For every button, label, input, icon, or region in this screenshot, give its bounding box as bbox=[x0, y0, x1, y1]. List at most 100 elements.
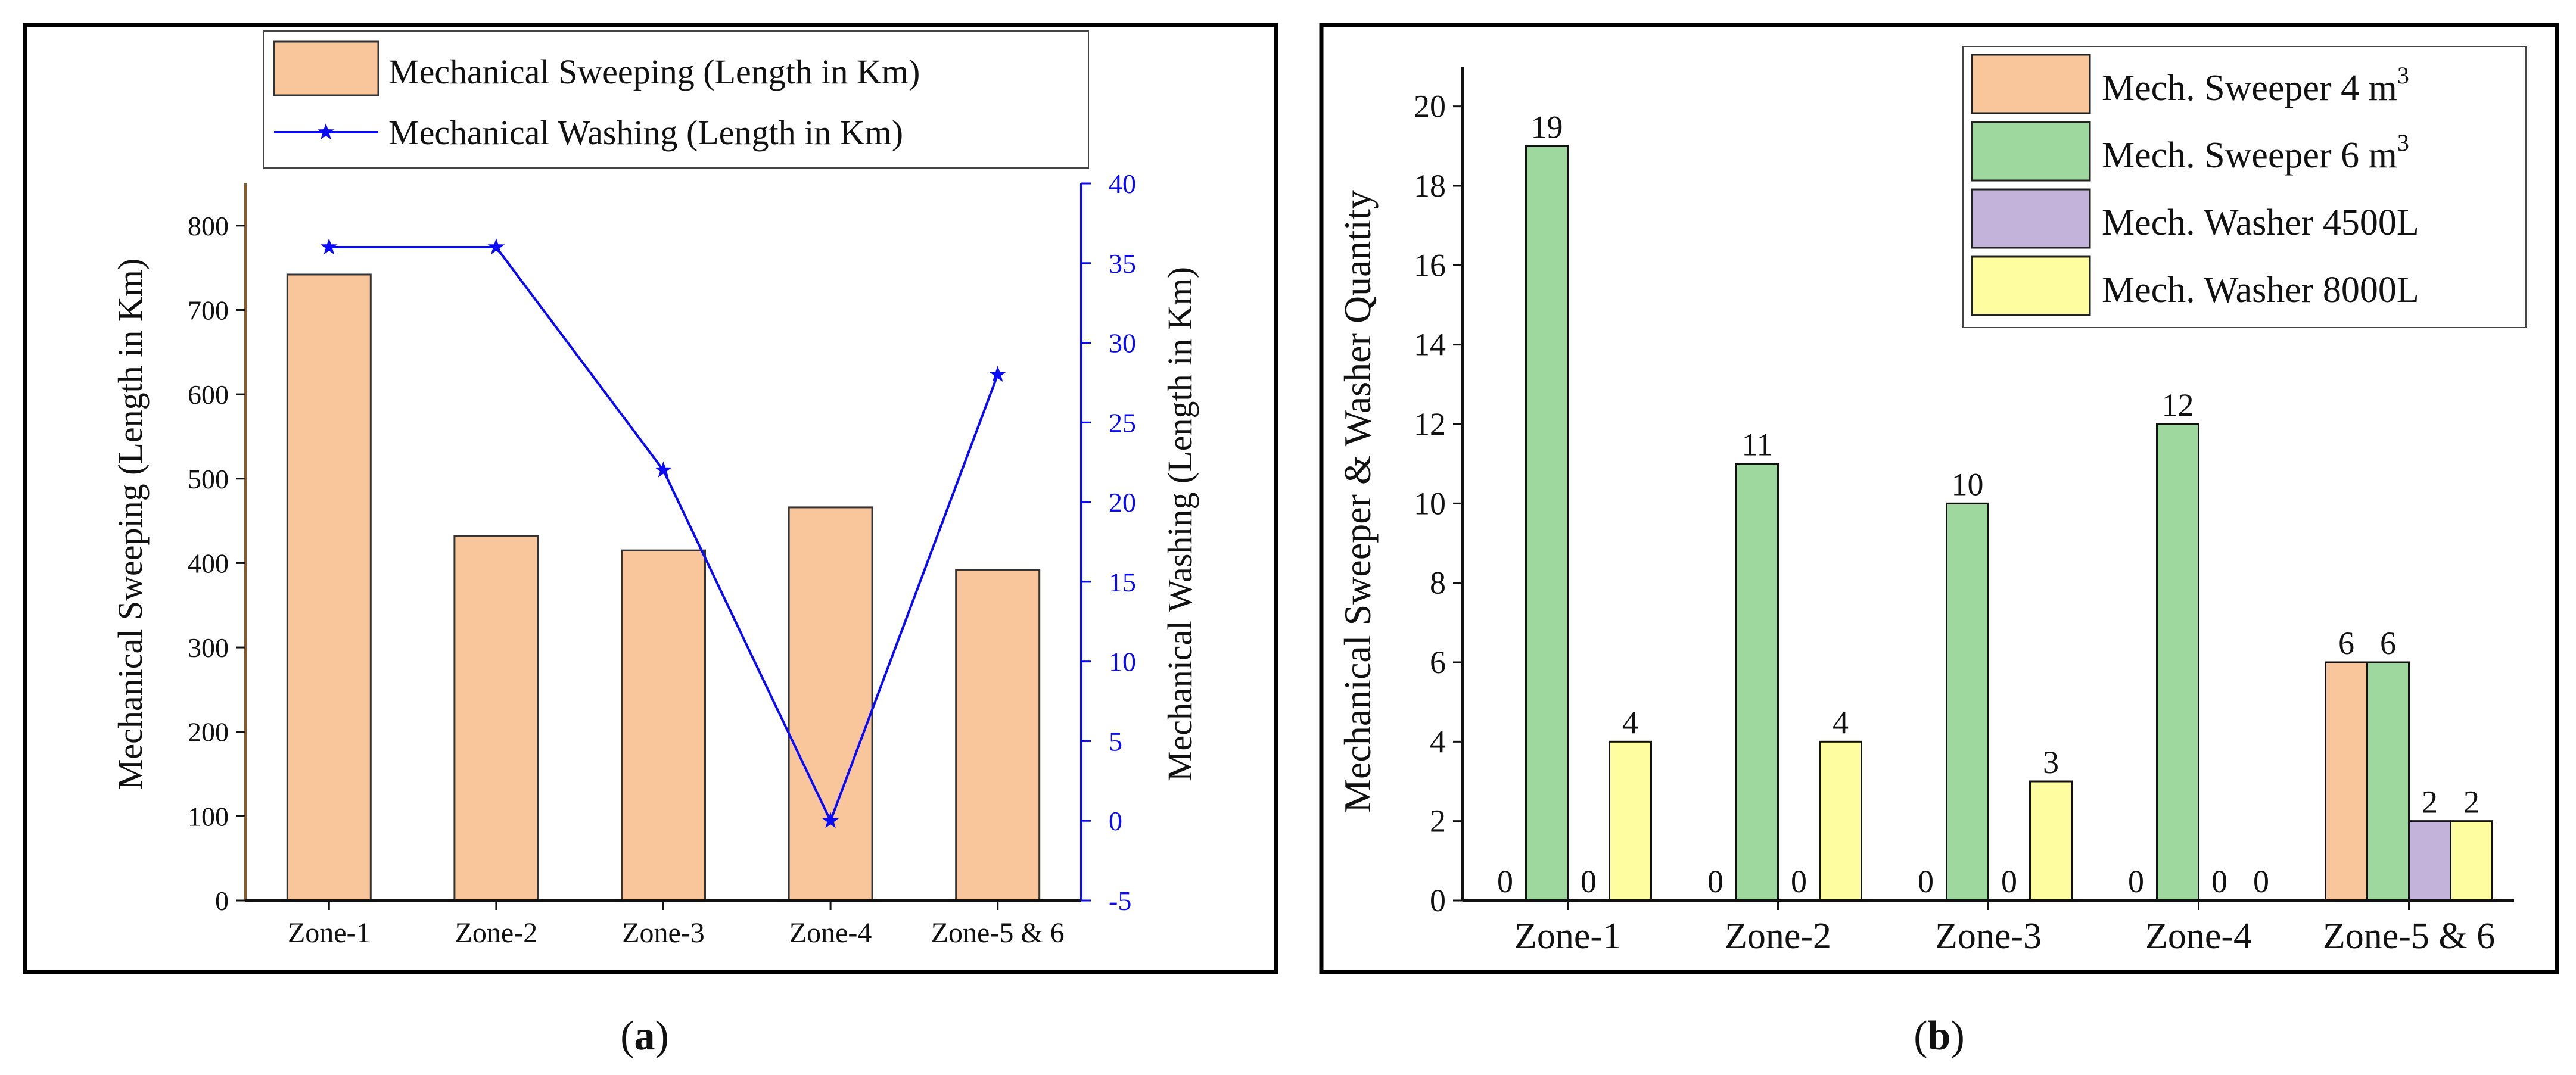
data-label-washer-4500-zone-4: 0 bbox=[2211, 864, 2227, 899]
data-label-washer-8000-zone-4: 0 bbox=[2253, 864, 2269, 899]
legend-label-sweeper-4: Mech. Sweeper 4 m3 bbox=[2102, 62, 2409, 108]
bar-sweeper-6-zone-1 bbox=[1525, 145, 1569, 902]
panel-b-y-axis-label: Mechanical Sweeper & Washer Quantity bbox=[1336, 190, 1379, 813]
legend-swatch-sweeping bbox=[273, 40, 379, 96]
panel-a-x-tick-label: Zone-3 bbox=[622, 917, 705, 949]
legend-swatch-washer-4500 bbox=[1971, 188, 2091, 249]
data-label-sweeper-6-zone-2: 11 bbox=[1742, 427, 1773, 463]
data-label-sweeper-6-zone-1: 19 bbox=[1531, 109, 1563, 145]
data-label-sweeper-6-zone-3: 10 bbox=[1952, 466, 1984, 502]
legend-label-washer-4500: Mech. Washer 4500L bbox=[2102, 202, 2419, 243]
data-label-washer-8000-zone-1: 4 bbox=[1622, 705, 1638, 740]
sweeping-bar-3 bbox=[621, 549, 706, 902]
sweeping-bar-1 bbox=[286, 273, 372, 902]
washing-point-4 bbox=[822, 812, 839, 828]
panel-a-frame bbox=[23, 23, 1278, 974]
panel-a-x-tick-label: Zone-4 bbox=[789, 917, 872, 949]
panel-b-x-tick-label: Zone-2 bbox=[1725, 916, 1831, 956]
panel-a-y2-tick-label: 25 bbox=[1109, 407, 1136, 438]
panel-b-y-tick-label: 14 bbox=[1414, 327, 1446, 363]
data-label-washer-4500-zone-2: 0 bbox=[1791, 864, 1807, 899]
bar-washer-8000-zone-1 bbox=[1609, 740, 1652, 902]
panel-a-y-tick-label: 800 bbox=[188, 211, 229, 241]
legend-swatch-washer-8000 bbox=[1971, 255, 2091, 316]
panel-a-x-tick-label: Zone-5 & 6 bbox=[931, 917, 1065, 949]
bar-washer-8000-zone-3 bbox=[2029, 780, 2073, 902]
panel-a-y-tick-label: 400 bbox=[188, 548, 229, 578]
panel-b-y-tick-label: 10 bbox=[1414, 485, 1446, 521]
caption-b: (b) bbox=[1914, 1013, 1965, 1059]
data-label-washer-4500-zone-3: 0 bbox=[2001, 864, 2017, 899]
panel-a-y2-tick-label: 35 bbox=[1109, 248, 1136, 279]
washing-point-1 bbox=[321, 238, 338, 255]
panel-a-y-tick-label: 0 bbox=[215, 886, 229, 916]
legend-swatch-sweeper-6 bbox=[1971, 121, 2091, 182]
panel-a-line-series bbox=[321, 238, 1006, 828]
legend-label-washer-8000: Mech. Washer 8000L bbox=[2102, 270, 2419, 310]
panel-b-y-tick-label: 4 bbox=[1430, 724, 1446, 759]
panel-a-legend: Mechanical Sweeping (Length in Km) Mecha… bbox=[263, 30, 1089, 169]
panel-b-y-tick-label: 18 bbox=[1414, 168, 1446, 204]
data-label-washer-8000-zone-5: 2 bbox=[2463, 784, 2479, 820]
panel-b-legend: Mech. Sweeper 4 m3 Mech. Sweeper 6 m3 Me… bbox=[1962, 46, 2527, 328]
bar-sweeper-6-zone-2 bbox=[1735, 463, 1779, 902]
panel-a-y2-tick-label: 20 bbox=[1109, 487, 1136, 518]
panel-b-y-tick-label: 12 bbox=[1414, 406, 1446, 442]
panel-a-y2-tick-label: 30 bbox=[1109, 328, 1136, 359]
data-label-sweeper-4-zone-1: 0 bbox=[1497, 864, 1513, 899]
caption-a: (a) bbox=[620, 1013, 669, 1059]
panel-b-y-tick-label: 0 bbox=[1430, 883, 1446, 918]
panel-a-y2-tick-label: -5 bbox=[1109, 886, 1131, 916]
panel-a-y-tick-label: 700 bbox=[188, 295, 229, 325]
data-label-sweeper-4-zone-4: 0 bbox=[2128, 864, 2144, 899]
panel-a-y-axis-label: Mechanical Sweeping (Length in Km) bbox=[111, 258, 150, 790]
data-label-sweeper-4-zone-3: 0 bbox=[1918, 864, 1934, 899]
data-label-washer-8000-zone-3: 3 bbox=[2043, 744, 2059, 780]
washing-point-2 bbox=[487, 238, 505, 255]
bar-sweeper-6-zone-3 bbox=[1946, 502, 1989, 902]
panel-b-y-tick-label: 2 bbox=[1430, 803, 1446, 839]
bar-sweeper-4-zone-5 bbox=[2325, 661, 2368, 902]
panel-a-legend-box bbox=[263, 30, 1089, 169]
bar-sweeper-6-zone-5 bbox=[2366, 661, 2410, 902]
panel-a-y2-tick-label: 15 bbox=[1109, 567, 1136, 597]
panel-a-y-tick-label: 500 bbox=[188, 464, 229, 494]
legend-swatch-sweeper-4 bbox=[1971, 54, 2091, 114]
panel-b-y-tick-label: 20 bbox=[1414, 89, 1446, 124]
panel-a-axes: 0 100 200 300 400 500 600 700 800 -5 0 5 10 15 20 25 30 3… bbox=[188, 169, 1136, 949]
panel-a-y-tick-label: 600 bbox=[188, 379, 229, 410]
panel-b-y-tick-label: 8 bbox=[1430, 565, 1446, 601]
legend-label-sweeper-6: Mech. Sweeper 6 m3 bbox=[2102, 129, 2409, 176]
panel-b-x-tick-label: Zone-4 bbox=[2145, 916, 2252, 956]
data-label-sweeper-6-zone-5: 6 bbox=[2380, 625, 2396, 661]
panel-a-y2-tick-label: 5 bbox=[1109, 726, 1122, 756]
panel-a-x-tick-label: Zone-1 bbox=[288, 917, 371, 949]
panel-a-y-tick-label: 100 bbox=[188, 801, 229, 831]
panel-a-y2-axis-label: Mechanical Washing (Length in Km) bbox=[1161, 267, 1199, 781]
sweeping-bar-2 bbox=[453, 535, 539, 902]
panel-a-y-tick-label: 200 bbox=[188, 717, 229, 747]
data-label-sweeper-6-zone-4: 12 bbox=[2162, 387, 2194, 423]
panel-a-y2-tick-label: 10 bbox=[1109, 647, 1136, 677]
data-label-washer-4500-zone-1: 0 bbox=[1581, 864, 1597, 899]
data-label-washer-8000-zone-2: 4 bbox=[1833, 705, 1849, 740]
data-label-sweeper-4-zone-5: 6 bbox=[2338, 625, 2354, 661]
sweeping-bar-5 bbox=[955, 569, 1041, 902]
panel-b-x-tick-label: Zone-5 & 6 bbox=[2323, 916, 2495, 956]
panel-b-y-tick-label: 16 bbox=[1414, 247, 1446, 283]
panel-a-y2-tick-label: 40 bbox=[1109, 169, 1136, 199]
legend-label-washing: Mechanical Washing (Length in Km) bbox=[388, 113, 903, 152]
panel-a-y2-tick-label: 0 bbox=[1109, 806, 1122, 836]
bar-sweeper-6-zone-4 bbox=[2156, 423, 2199, 902]
bar-washer-8000-zone-2 bbox=[1819, 740, 1862, 902]
washing-point-5 bbox=[989, 366, 1006, 382]
panel-a: 0 100 200 300 400 500 600 700 800 -5 0 5 10 15 20 25 30 3… bbox=[23, 23, 1278, 974]
panel-a-x-tick-label: Zone-2 bbox=[455, 917, 538, 949]
panel-b-frame bbox=[1319, 23, 2559, 974]
bar-washer-4500-zone-5 bbox=[2408, 820, 2451, 902]
